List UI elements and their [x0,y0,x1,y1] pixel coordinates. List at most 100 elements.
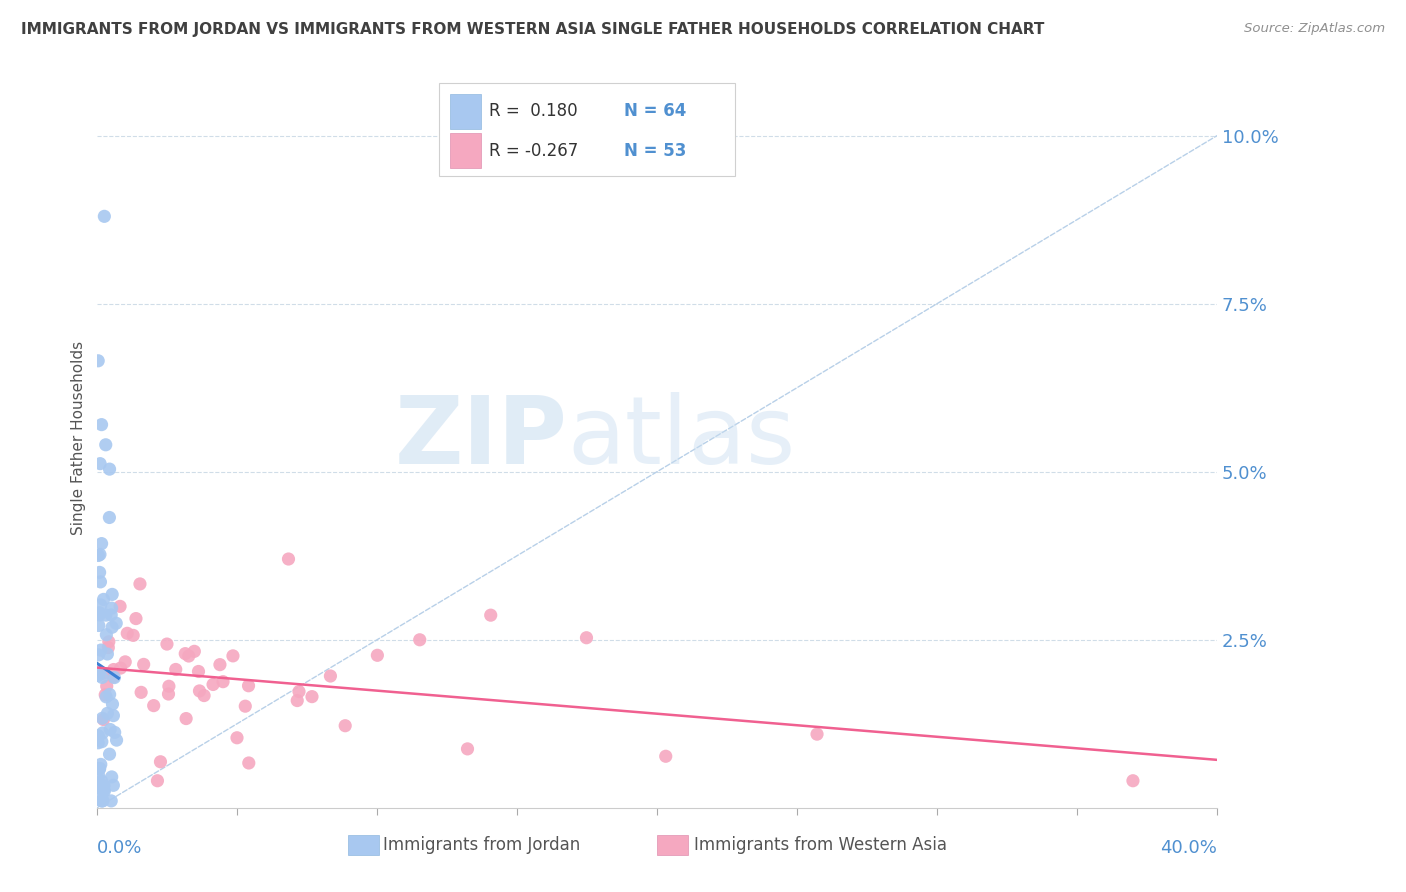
Point [98,747,121,762]
Point [101,620,124,634]
Point [89,606,111,620]
Point [90,643,112,657]
Point [91,670,114,684]
Point [87,668,110,682]
Point [129,685,152,699]
Point [319,669,342,683]
Point [157,687,180,701]
Point [89,566,111,580]
Point [90,598,112,612]
Point [233,699,256,714]
Point [132,657,155,672]
Point [89,665,111,679]
Point [238,679,260,693]
Text: N = 53: N = 53 [623,142,686,160]
Point [90,794,112,808]
Point [103,663,125,677]
Point [149,755,172,769]
Point [93,779,115,793]
Point [193,689,215,703]
Point [97,634,120,648]
Point [91,794,114,808]
Point [93,783,115,797]
Point [103,670,125,684]
Point [90,778,112,792]
Point [177,648,200,663]
Point [100,794,122,808]
Text: 40.0%: 40.0% [1160,838,1218,857]
Point [103,778,125,792]
Point [90,757,112,772]
Point [96,628,118,642]
Point [90,417,112,432]
FancyBboxPatch shape [450,94,481,129]
Point [89,607,111,622]
Point [202,677,225,691]
Point [87,549,110,563]
Point [87,736,110,750]
Point [97,640,120,655]
Point [301,690,323,704]
Point [208,657,231,672]
Point [110,661,132,675]
Point [655,749,678,764]
Point [114,655,136,669]
Point [100,607,122,622]
Text: ZIP: ZIP [395,392,568,484]
Point [87,618,110,632]
Text: R =  0.180: R = 0.180 [489,103,578,120]
Y-axis label: Single Father Households: Single Father Households [72,341,86,535]
Point [100,601,122,615]
Point [105,733,128,747]
Point [188,684,211,698]
Point [89,457,111,471]
Point [1122,773,1144,788]
Point [98,688,121,702]
Point [93,210,115,224]
Point [98,510,121,524]
Text: Immigrants from Jordan: Immigrants from Jordan [382,836,581,854]
Point [122,628,145,642]
Point [238,756,260,770]
FancyBboxPatch shape [439,83,735,176]
Text: Source: ZipAtlas.com: Source: ZipAtlas.com [1244,22,1385,36]
Point [90,781,112,796]
Point [146,773,169,788]
Point [187,665,209,679]
Point [174,647,197,661]
Point [117,626,139,640]
Point [366,648,388,663]
Point [174,712,197,726]
Point [93,592,115,607]
Point [91,794,114,808]
Point [101,697,124,711]
Point [96,706,118,721]
Text: IMMIGRANTS FROM JORDAN VS IMMIGRANTS FROM WESTERN ASIA SINGLE FATHER HOUSEHOLDS : IMMIGRANTS FROM JORDAN VS IMMIGRANTS FRO… [21,22,1045,37]
Point [409,632,432,647]
Point [87,769,110,783]
Point [93,713,115,727]
Point [575,631,598,645]
Point [98,462,121,476]
FancyBboxPatch shape [450,133,481,169]
Point [105,616,128,631]
Point [285,693,308,707]
Point [222,648,245,663]
Point [108,599,131,614]
Point [94,688,117,702]
Point [142,698,165,713]
Text: Immigrants from Western Asia: Immigrants from Western Asia [693,836,946,854]
Point [479,608,502,623]
Point [87,353,110,368]
Point [90,774,112,789]
Point [104,725,127,739]
Text: R = -0.267: R = -0.267 [489,142,578,160]
Point [335,719,357,733]
Point [103,671,125,685]
Point [87,729,110,743]
Point [157,679,180,693]
Point [93,784,115,798]
Point [90,536,112,550]
Point [212,674,235,689]
Point [87,730,110,744]
